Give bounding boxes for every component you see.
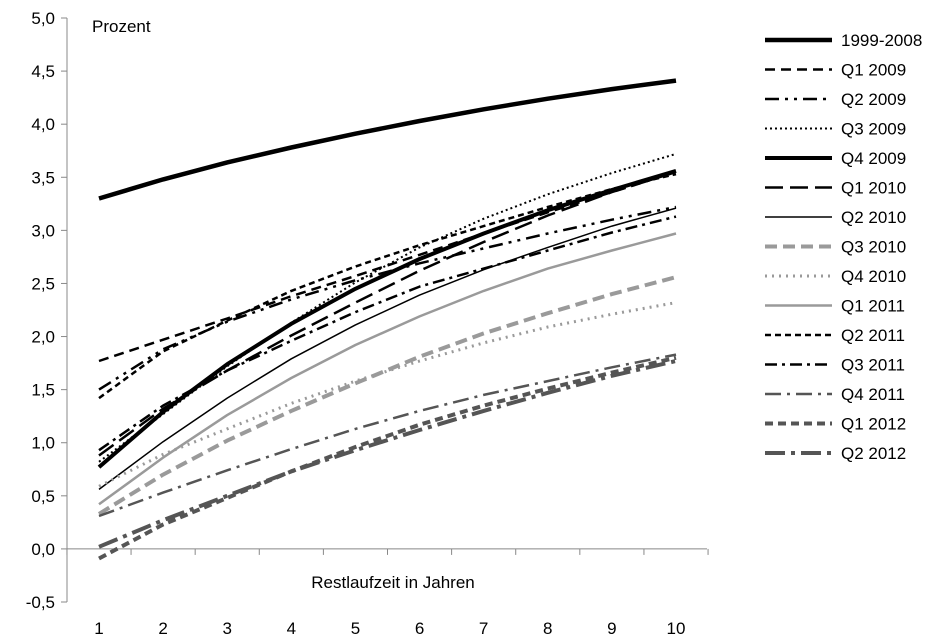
series-line-q4-2010 [98,301,677,488]
series-line-1999-2008 [98,78,677,201]
series-line-q2-2010 [98,207,677,491]
legend-label: Q2 2009 [841,90,906,109]
x-tick-label: 5 [351,619,360,637]
legend-label: Q3 2010 [841,238,906,257]
x-axis-label: Restlaufzeit in Jahren [311,573,474,592]
x-tick-label: 3 [222,619,231,637]
y-tick-label: 5,0 [31,9,55,28]
series-line-q1-2009 [98,170,677,363]
x-tick-label: 1 [94,619,103,637]
x-tick-label: 4 [287,619,296,637]
x-axis: 1 2 3 4 5 6 7 8 9 10 [66,548,709,637]
y-tick-label: -0,5 [26,593,55,612]
x-tick-label: 8 [543,619,552,637]
y-tick-label: 4,5 [31,62,55,81]
legend: 1999-2008 Q1 2009 Q2 2009 Q3 2009 Q4 2009 Q1 … [765,31,922,463]
legend-label: Q4 2010 [841,267,906,286]
series-line-q1-2011 [98,232,677,506]
legend-label: 1999-2008 [841,31,922,50]
y-tick-label: 2,0 [31,328,55,347]
series-line-q3-2011 [98,215,677,452]
series-line-q1-2012 [98,355,677,561]
series-line-q3-2010 [97,275,677,516]
x-tick-label: 7 [479,619,488,637]
y-tick-label: 0,0 [31,540,55,559]
y-tick-label: 4,0 [31,115,55,134]
legend-label: Q3 2009 [841,120,906,139]
legend-label: Q1 2009 [841,61,906,80]
y-axis: 5,0 4,5 4,0 3,5 3,0 2,5 2,0 1,5 1,0 0,5 0,0 -0,5 [26,9,68,612]
series-line-q2-2011 [98,172,677,400]
legend-label: Q2 2010 [841,208,906,227]
y-tick-label: 0,5 [31,487,55,506]
series-line-q4-2009 [97,168,677,469]
y-tick-label: 3,0 [31,221,55,240]
y-tick-label: 1,0 [31,434,55,453]
y-tick-label: 2,5 [31,274,55,293]
y-tick-label: 1,5 [31,381,55,400]
x-tick-label: 2 [158,619,167,637]
x-tick-label: 9 [607,619,616,637]
series-line-q1-2010 [98,170,677,457]
legend-label: Q1 2012 [841,415,906,434]
y-tick-label: 3,5 [31,168,55,187]
x-tick-label: 10 [667,619,686,637]
x-tick-label: 6 [415,619,424,637]
series-lines [97,78,677,561]
legend-label: Q1 2010 [841,179,906,198]
series-line-q4-2011 [98,353,677,518]
y-axis-label: Prozent [92,17,151,36]
legend-label: Q3 2011 [841,356,905,375]
legend-label: Q4 2011 [841,385,905,404]
legend-label: Q2 2011 [841,326,905,345]
series-line-q2-2012 [98,359,677,549]
legend-label: Q4 2009 [841,149,906,168]
legend-label: Q1 2011 [841,297,905,316]
legend-label: Q2 2012 [841,444,906,463]
